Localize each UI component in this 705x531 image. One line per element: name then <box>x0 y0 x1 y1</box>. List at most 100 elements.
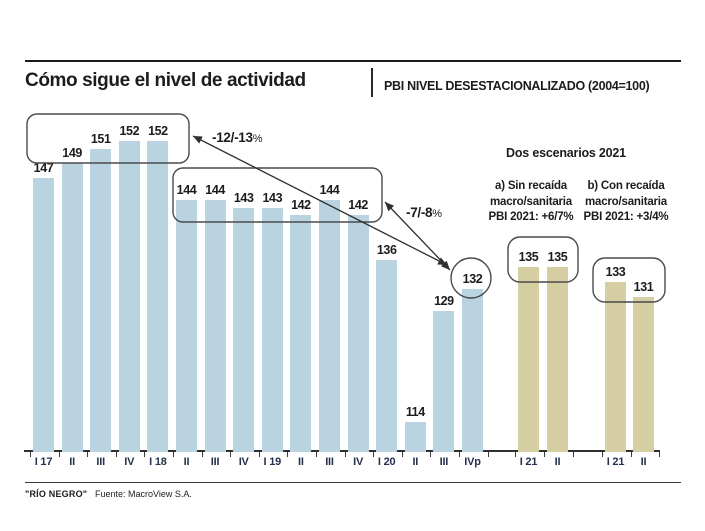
axis-tick-label: II <box>69 456 75 468</box>
chart-subtitle: PBI NIVEL DESESTACIONALIZADO (2004=100) <box>384 79 650 93</box>
bar-value-label: 144 <box>319 183 340 197</box>
axis-tick-label: I 19 <box>263 456 282 468</box>
axis-tick <box>659 452 660 457</box>
bar-value-label: 149 <box>62 146 82 160</box>
axis-tick <box>173 452 174 457</box>
bar-value-label: 132 <box>462 272 483 286</box>
axis-tick-label: I 18 <box>149 456 167 468</box>
top-rule <box>25 60 681 62</box>
bar-value-label: 142 <box>348 198 368 212</box>
axis-tick-label: IV <box>238 456 249 468</box>
bar <box>204 200 226 452</box>
axis-tick <box>316 452 317 457</box>
bar <box>462 289 483 452</box>
axis-tick-label: I 21 <box>519 456 538 468</box>
header-divider <box>371 68 373 97</box>
axis-tick <box>515 452 516 457</box>
bar <box>518 267 539 452</box>
axis-tick <box>573 452 574 457</box>
axis-tick <box>30 452 31 457</box>
axis-tick <box>115 452 117 457</box>
bar <box>547 267 568 452</box>
axis-tick-label: II <box>554 456 561 468</box>
bar <box>33 178 54 452</box>
page-title: Cómo sigue el nivel de actividad <box>25 70 306 91</box>
scenario-b-line2: macro/sanitaria <box>584 195 667 208</box>
bar-value-label: 147 <box>33 161 54 175</box>
bar <box>118 141 140 452</box>
bar <box>176 200 197 452</box>
scenario-a-label: a) Sin recaída macro/sanitaria PBI 2021:… <box>456 179 606 226</box>
axis-tick <box>631 452 632 457</box>
axis-tick <box>87 452 89 457</box>
bar-value-label: 152 <box>148 124 168 138</box>
drop1-value: -12/-13 <box>212 130 253 145</box>
axis-tick <box>58 452 60 457</box>
axis-tick-label: IVp <box>464 456 481 468</box>
bar <box>61 163 83 452</box>
scenario-a-line3: PBI 2021: +6/7% <box>488 211 574 223</box>
bar-value-label: 114 <box>405 405 425 419</box>
scenario-b-label: b) Con recaída macro/sanitaria PBI 2021:… <box>551 179 701 226</box>
axis-tick-label: IV <box>353 456 364 468</box>
bar <box>261 208 283 452</box>
annotation-drop-12-13: -12/-13% <box>212 130 262 145</box>
drop1-percent-sign: % <box>252 133 263 145</box>
axis-tick <box>344 452 346 457</box>
axis-tick <box>373 452 375 457</box>
scenario-b-line3: PBI 2021: +3/4% <box>583 211 669 223</box>
axis-tick-label: IV <box>124 456 135 468</box>
bar <box>633 297 654 452</box>
axis-tick-label: III <box>210 456 220 468</box>
scenarios-title: Dos escenarios 2021 <box>506 146 626 160</box>
source-credit: Fuente: MacroView S.A. <box>95 489 192 499</box>
axis-tick-label: III <box>325 456 334 468</box>
bar-value-label: 129 <box>434 294 454 308</box>
axis-tick <box>487 452 489 457</box>
axis-tick <box>230 452 232 457</box>
drop2-percent-sign: % <box>432 208 442 220</box>
axis-tick <box>544 452 545 457</box>
axis-tick <box>201 452 203 457</box>
axis-tick-label: III <box>439 456 449 468</box>
bar-value-label: 133 <box>605 265 626 279</box>
bar-value-label: 142 <box>291 198 311 212</box>
axis-tick <box>459 452 460 457</box>
axis-tick <box>144 452 146 457</box>
scenario-b-line1: b) Con recaída <box>587 180 665 192</box>
footer-rule <box>25 482 681 483</box>
axis-tick-label: III <box>96 456 105 468</box>
bar <box>233 208 255 452</box>
bar-value-label: 135 <box>547 250 568 264</box>
axis-tick <box>602 452 603 457</box>
bar-value-label: 136 <box>376 243 397 257</box>
axis-tick-label: II <box>183 456 190 468</box>
bar <box>90 149 112 452</box>
bar <box>347 215 369 452</box>
annotation-drop-7-8: -7/-8% <box>406 205 442 220</box>
bar <box>433 311 455 452</box>
bar <box>376 260 398 452</box>
scenario-a-line2: macro/sanitaria <box>489 195 572 208</box>
axis-tick <box>287 452 289 457</box>
bar-value-label: 131 <box>633 280 654 294</box>
axis-tick-label: I 17 <box>34 456 53 468</box>
axis-tick <box>258 452 260 457</box>
x-axis-line <box>24 450 660 452</box>
axis-tick-label: I 20 <box>377 456 396 468</box>
axis-tick <box>401 452 403 457</box>
newspaper-brand: "RÍO NEGRO" <box>25 489 88 499</box>
drop2-value: -7/-8 <box>406 205 433 220</box>
bar <box>404 422 426 452</box>
axis-tick-label: II <box>640 456 647 468</box>
axis-tick-label: II <box>298 456 304 468</box>
bar <box>605 282 626 452</box>
bar <box>290 215 312 452</box>
axis-tick-label: I 21 <box>606 456 625 468</box>
axis-tick-label: II <box>412 456 419 468</box>
bar <box>319 200 340 452</box>
scenario-a-line1: a) Sin recaída <box>495 180 567 192</box>
axis-tick <box>430 452 432 457</box>
